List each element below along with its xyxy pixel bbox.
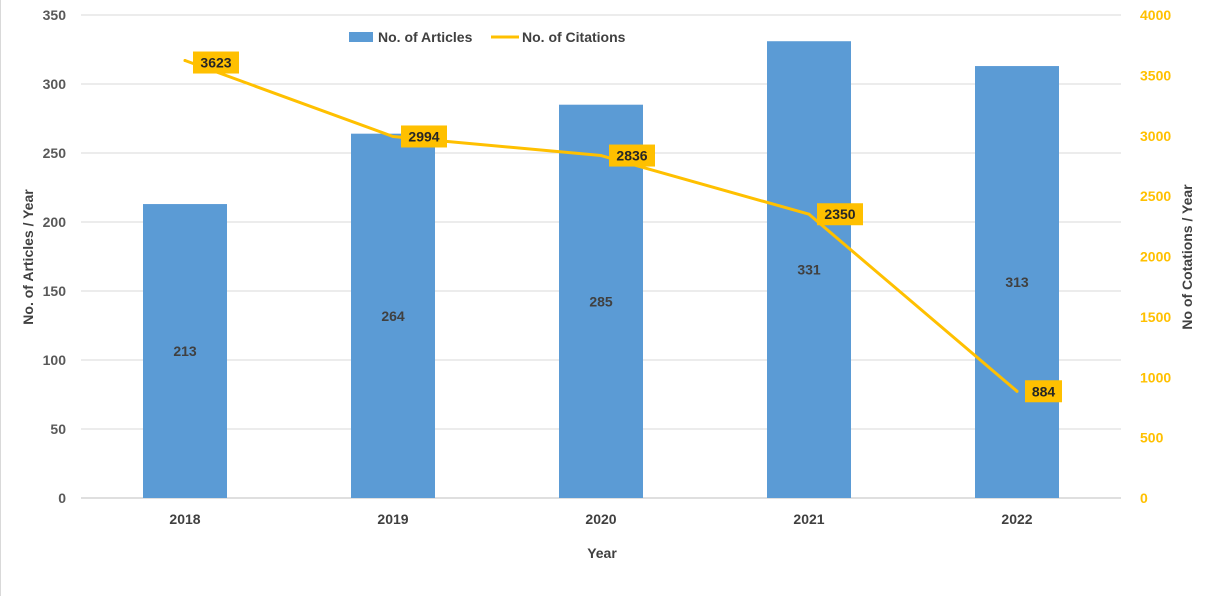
y2-tick-label: 3500 — [1140, 67, 1171, 83]
x-tick-label: 2018 — [169, 511, 200, 527]
line-data-label: 3623 — [200, 55, 231, 71]
line-data-label: 884 — [1032, 383, 1056, 399]
y-tick-label: 0 — [58, 490, 66, 506]
y-tick-label: 150 — [43, 283, 67, 299]
y2-axis-title: No of Cotations / Year — [1179, 184, 1195, 330]
bar-data-label: 285 — [589, 293, 613, 309]
y-tick-label: 350 — [43, 7, 67, 23]
y-tick-label: 50 — [50, 421, 66, 437]
line-point — [391, 134, 395, 138]
line-data-label: 2994 — [408, 128, 439, 144]
bar — [351, 133, 435, 498]
legend-label-articles: No. of Articles — [378, 29, 473, 45]
y2-tick-label: 2000 — [1140, 249, 1171, 265]
bar-data-label: 331 — [797, 262, 821, 278]
legend-label-citations: No. of Citations — [522, 29, 626, 45]
line-point — [807, 212, 811, 216]
y2-tick-label: 500 — [1140, 430, 1164, 446]
x-tick-label: 2020 — [585, 511, 616, 527]
y-tick-label: 100 — [43, 352, 67, 368]
x-tick-label: 2022 — [1001, 511, 1032, 527]
y-axis-title: No. of Articles / Year — [20, 189, 36, 325]
y2-tick-label: 3000 — [1140, 128, 1171, 144]
y2-tick-label: 1000 — [1140, 369, 1171, 385]
line-point — [1015, 389, 1019, 393]
line-data-label-box — [1025, 380, 1062, 403]
bar — [559, 104, 643, 498]
x-tick-label: 2021 — [793, 511, 824, 527]
legend-bar-swatch — [349, 32, 373, 42]
y-tick-label: 250 — [43, 145, 67, 161]
bar — [143, 204, 227, 498]
y2-tick-label: 0 — [1140, 490, 1148, 506]
bar-data-label: 313 — [1005, 274, 1029, 290]
line-data-label-box — [401, 125, 447, 148]
legend: No. of Articles No. of Citations — [349, 29, 626, 45]
line-data-label: 2836 — [616, 148, 647, 164]
line-data-label-box — [817, 203, 863, 226]
line-point — [599, 154, 603, 158]
bar — [767, 41, 851, 498]
y2-tick-label: 4000 — [1140, 7, 1171, 23]
line-point — [183, 59, 187, 63]
line-data-label-box — [193, 51, 239, 74]
bar-data-label: 213 — [173, 343, 197, 359]
line-data-label: 2350 — [824, 206, 855, 222]
line-data-label-box — [609, 144, 655, 167]
y2-tick-label: 2500 — [1140, 188, 1171, 204]
x-axis-title: Year — [587, 545, 617, 561]
y-tick-label: 200 — [43, 214, 67, 230]
x-tick-label: 2019 — [377, 511, 408, 527]
y-tick-label: 300 — [43, 76, 67, 92]
y2-tick-label: 1500 — [1140, 309, 1171, 325]
bar — [975, 66, 1059, 498]
bar-data-label: 264 — [381, 308, 405, 324]
